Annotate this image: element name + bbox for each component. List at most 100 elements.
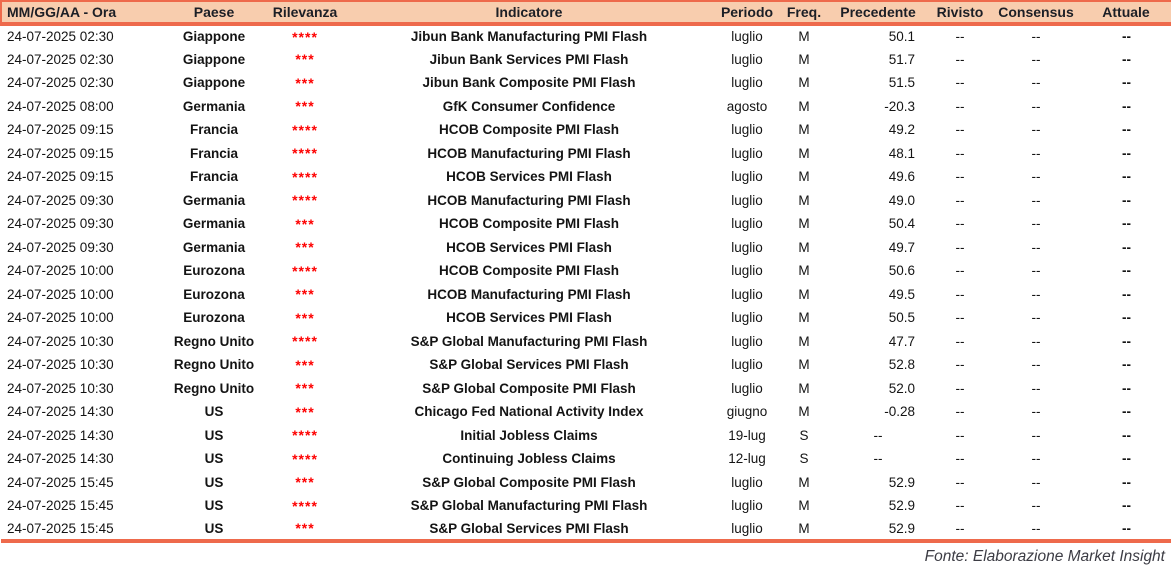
table-cell-date: 24-07-2025 09:30 <box>7 216 114 232</box>
table-row: 24-07-2025 15:45 US **** S&P Global Manufac… <box>1 494 1171 518</box>
table-cell-freq: S <box>799 451 809 467</box>
table-cell-cons: -- <box>1031 286 1041 302</box>
table-cell-freq: M <box>798 404 810 420</box>
table-cell-date: 24-07-2025 09:15 <box>7 122 114 138</box>
table-cell-indicator: S&P Global Manufacturing PMI Flash <box>410 498 648 514</box>
table-cell-rev: -- <box>955 98 965 114</box>
table-cell-stars: **** <box>292 28 318 45</box>
table-cell-country: Giappone <box>182 29 246 45</box>
table-cell-country: US <box>204 520 224 536</box>
table-cell-period: 19-lug <box>728 427 766 443</box>
table-body: 24-07-2025 02:30 Giappone **** Jibun Bank M… <box>1 24 1171 541</box>
table-cell-indicator: S&P Global Services PMI Flash <box>429 357 629 373</box>
header-row: MM/GG/AA - Ora Paese Rilevanza Indicatore Pe… <box>0 0 1171 26</box>
table-cell-country: US <box>204 498 224 514</box>
table-cell-cons: -- <box>1031 98 1041 114</box>
table-cell-stars: **** <box>292 450 318 467</box>
table-cell-freq: M <box>798 169 810 185</box>
table-cell-period: luglio <box>731 357 763 373</box>
table-cell-act: -- <box>1122 498 1131 514</box>
table-cell-cons: -- <box>1031 333 1041 349</box>
table-cell-country: Eurozona <box>183 310 245 326</box>
table-row: 24-07-2025 14:30 US *** Chicago Fed Nationa… <box>1 400 1171 424</box>
table-cell-date: 24-07-2025 15:45 <box>7 520 114 536</box>
table-cell-period: agosto <box>726 98 768 114</box>
table-cell-stars: *** <box>295 380 315 397</box>
table-cell-rev: -- <box>955 286 965 302</box>
table-cell-act: -- <box>1122 239 1131 255</box>
table-cell-country: Regno Unito <box>173 333 255 349</box>
table-cell-rev: -- <box>955 333 965 349</box>
table-cell-stars: *** <box>295 474 315 491</box>
table-cell-cons: -- <box>1031 474 1041 490</box>
table-cell-prev: 49.7 <box>888 239 915 255</box>
table-cell-freq: M <box>798 51 810 67</box>
table-cell-prev: 47.7 <box>888 333 915 349</box>
table-cell-indicator: S&P Global Services PMI Flash <box>429 520 629 536</box>
table-cell-freq: M <box>798 216 810 232</box>
table-cell-stars: *** <box>295 98 315 115</box>
table-cell-rev: -- <box>955 145 965 161</box>
table-cell-date: 24-07-2025 08:00 <box>7 98 114 114</box>
column-header-rev: Rivisto <box>929 0 991 26</box>
table-cell-period: luglio <box>731 192 763 208</box>
table-cell-country: Germania <box>182 239 246 255</box>
table-row: 24-07-2025 10:00 Eurozona *** HCOB Manufact… <box>1 283 1171 307</box>
table-cell-cons: -- <box>1031 380 1041 396</box>
table-cell-period: luglio <box>731 286 763 302</box>
table-cell-rev: -- <box>955 380 965 396</box>
table-cell-freq: M <box>798 29 810 45</box>
table-cell-stars: **** <box>292 145 318 162</box>
table-cell-indicator: HCOB Services PMI Flash <box>446 310 612 326</box>
table-cell-indicator: HCOB Manufacturing PMI Flash <box>427 192 631 208</box>
table-cell-country: Francia <box>189 145 239 161</box>
table-cell-date: 24-07-2025 14:30 <box>7 404 114 420</box>
table-cell-stars: **** <box>292 168 318 185</box>
table-cell-prev: 50.5 <box>888 310 915 326</box>
table-cell-act: -- <box>1122 51 1131 67</box>
table-cell-act: -- <box>1122 404 1131 420</box>
table-cell-act: -- <box>1122 29 1131 45</box>
table-cell-period: luglio <box>731 75 763 91</box>
table-cell-act: -- <box>1122 474 1131 490</box>
table-cell-indicator: HCOB Composite PMI Flash <box>438 263 619 279</box>
table-cell-freq: M <box>798 98 810 114</box>
table-cell-stars: *** <box>295 74 315 91</box>
table-cell-indicator: Jibun Bank Manufacturing PMI Flash <box>410 29 648 45</box>
source-caption: Fonte: Elaborazione Market Insight <box>924 548 1165 565</box>
table-cell-act: -- <box>1122 145 1131 161</box>
table-cell-country: US <box>204 451 224 467</box>
table-row: 24-07-2025 09:30 Germania **** HCOB Manufac… <box>1 189 1171 213</box>
table-cell-cons: -- <box>1031 263 1041 279</box>
table-cell-prev: 50.6 <box>888 263 915 279</box>
table-cell-stars: *** <box>295 403 315 420</box>
column-header-country: Paese <box>163 0 265 26</box>
column-header-date: MM/GG/AA - Ora <box>0 0 163 26</box>
column-header-indicator: Indicatore <box>345 0 713 26</box>
table-cell-period: luglio <box>731 51 763 67</box>
table-row: 24-07-2025 10:30 Regno Unito *** S&P Global… <box>1 377 1171 401</box>
table-cell-freq: M <box>798 357 810 373</box>
table-cell-rev: -- <box>955 451 965 467</box>
table-cell-country: Giappone <box>182 51 246 67</box>
table-cell-stars: *** <box>295 239 315 256</box>
table-cell-date: 24-07-2025 14:30 <box>7 427 114 443</box>
table-cell-indicator: Jibun Bank Composite PMI Flash <box>422 75 636 91</box>
table-cell-stars: **** <box>292 427 318 444</box>
table-row: 24-07-2025 10:30 Regno Unito *** S&P Global… <box>1 353 1171 377</box>
table-cell-date: 24-07-2025 10:00 <box>7 263 114 279</box>
table-cell-freq: M <box>798 122 810 138</box>
table-cell-indicator: Initial Jobless Claims <box>460 427 598 443</box>
table-cell-act: -- <box>1122 75 1131 91</box>
table-cell-stars: **** <box>292 333 318 350</box>
table-cell-country: Germania <box>182 192 246 208</box>
table-cell-rev: -- <box>955 474 965 490</box>
table-row: 24-07-2025 02:30 Giappone **** Jibun Bank M… <box>1 24 1171 48</box>
table-cell-date: 24-07-2025 09:15 <box>7 169 114 185</box>
table-row: 24-07-2025 09:30 Germania *** HCOB Composit… <box>1 212 1171 236</box>
table-cell-prev: 52.9 <box>888 520 915 536</box>
table-cell-act: -- <box>1122 286 1131 302</box>
table-row: 24-07-2025 02:30 Giappone *** Jibun Bank Co… <box>1 71 1171 95</box>
table-cell-prev: 49.0 <box>888 192 915 208</box>
table-cell-period: giugno <box>726 404 768 420</box>
